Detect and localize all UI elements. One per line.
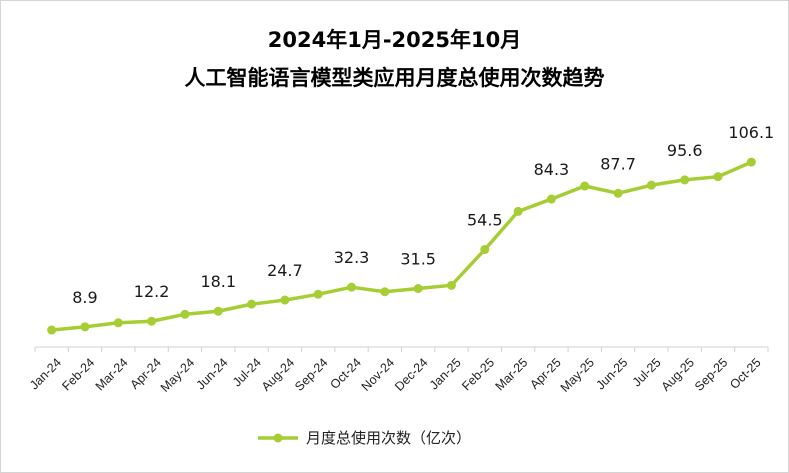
data-point [480, 245, 490, 255]
data-point [513, 206, 523, 216]
data-point [713, 172, 723, 182]
data-label: 32.3 [334, 248, 370, 267]
data-label: 12.2 [134, 282, 170, 301]
data-point [680, 175, 690, 185]
x-axis-ticks [34, 347, 769, 352]
x-tick-label: Jan-25 [427, 355, 464, 392]
legend-label: 月度总使用次数（亿次） [306, 429, 471, 447]
data-point [413, 284, 423, 294]
data-point [613, 188, 623, 198]
data-point [80, 322, 90, 332]
chart-title: 2024年1月-2025年10月 [267, 28, 522, 52]
data-point [380, 287, 390, 297]
data-label: 24.7 [267, 261, 303, 280]
data-point [446, 280, 456, 290]
x-tick-label: Feb-25 [459, 355, 497, 393]
x-tick-label: May-25 [558, 355, 597, 394]
data-point [113, 318, 123, 328]
data-label: 18.1 [200, 272, 236, 291]
data-label: 8.9 [72, 288, 97, 307]
legend-point-marker [273, 433, 283, 443]
x-tick-label: Dec-24 [392, 355, 430, 393]
data-point [213, 306, 223, 316]
x-tick-label: Sep-25 [692, 355, 730, 393]
data-label: 95.6 [667, 141, 703, 160]
x-tick-label: Oct-24 [327, 355, 363, 391]
x-tick-label: Aug-25 [659, 355, 697, 393]
data-point [313, 289, 323, 299]
series-line [51, 160, 753, 332]
data-point [546, 194, 556, 204]
data-label: 106.1 [728, 123, 774, 142]
x-tick-label: Jan-24 [27, 355, 64, 392]
x-tick-label: Jun-25 [593, 355, 630, 392]
data-point [147, 316, 157, 326]
x-tick-label: Aug-24 [259, 355, 297, 393]
x-tick-label: Feb-24 [59, 355, 97, 393]
data-point [646, 180, 656, 190]
data-point [347, 282, 357, 292]
x-tick-label: Sep-24 [292, 355, 330, 393]
data-label: 84.3 [534, 160, 570, 179]
chart-subtitle: 人工智能语言模型类应用月度总使用次数趋势 [184, 66, 605, 90]
data-point [580, 181, 590, 191]
legend: 月度总使用次数（亿次） [258, 429, 471, 447]
x-tick-label: Oct-25 [727, 355, 763, 391]
data-point [247, 299, 257, 309]
data-point [47, 325, 57, 335]
series-points [47, 157, 756, 335]
data-label: 54.5 [467, 211, 503, 230]
data-label: 31.5 [400, 250, 436, 269]
x-tick-label: Jun-24 [194, 355, 231, 392]
x-tick-label: Nov-24 [359, 355, 397, 393]
data-point [280, 295, 290, 305]
data-point [746, 157, 756, 167]
x-tick-label: Mar-25 [493, 355, 531, 393]
data-point [180, 309, 190, 319]
data-labels: 8.9 12.2 18.1 24.7 32.3 31.5 54.5 84.3 87.7 95.6 1… [72, 123, 774, 307]
x-tick-label: Mar-24 [93, 355, 131, 393]
data-label: 87.7 [600, 154, 636, 173]
x-tick-label: May-24 [158, 355, 197, 394]
